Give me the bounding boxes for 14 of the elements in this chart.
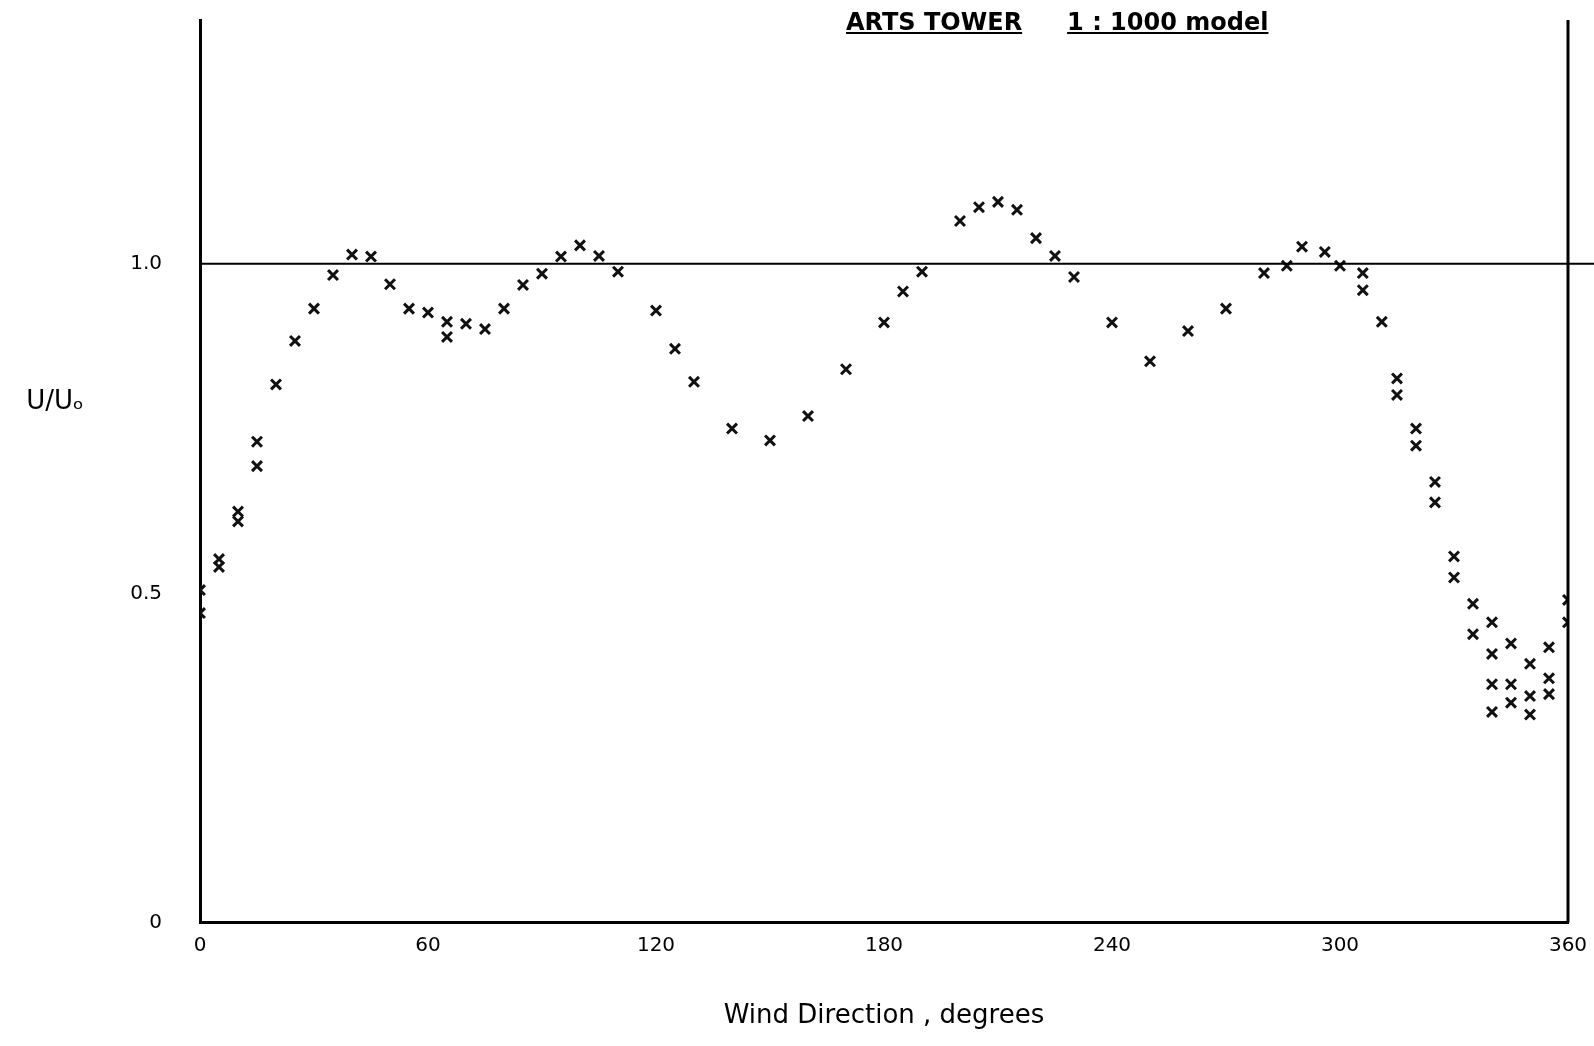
y-tick-label: 1.0 bbox=[130, 250, 162, 275]
x-tick-label: 360 bbox=[1548, 932, 1588, 956]
x-tick-label: 120 bbox=[636, 932, 676, 956]
y-axis-title: U/Uₒ bbox=[26, 384, 84, 415]
x-tick-label: 180 bbox=[864, 932, 904, 956]
x-tick-label: 60 bbox=[415, 932, 441, 956]
x-axis-title: Wind Direction , degrees bbox=[723, 999, 1045, 1030]
chart-subtitle: 1 : 1000 model bbox=[1067, 8, 1269, 36]
y-tick-label: 0 bbox=[149, 909, 162, 933]
x-tick-label: 0 bbox=[193, 932, 207, 956]
x-tick-label: 240 bbox=[1092, 932, 1132, 956]
chart-title: ARTS TOWER bbox=[846, 8, 1023, 36]
x-tick-label: 300 bbox=[1320, 932, 1360, 956]
y-tick-label: 0.5 bbox=[130, 579, 162, 604]
